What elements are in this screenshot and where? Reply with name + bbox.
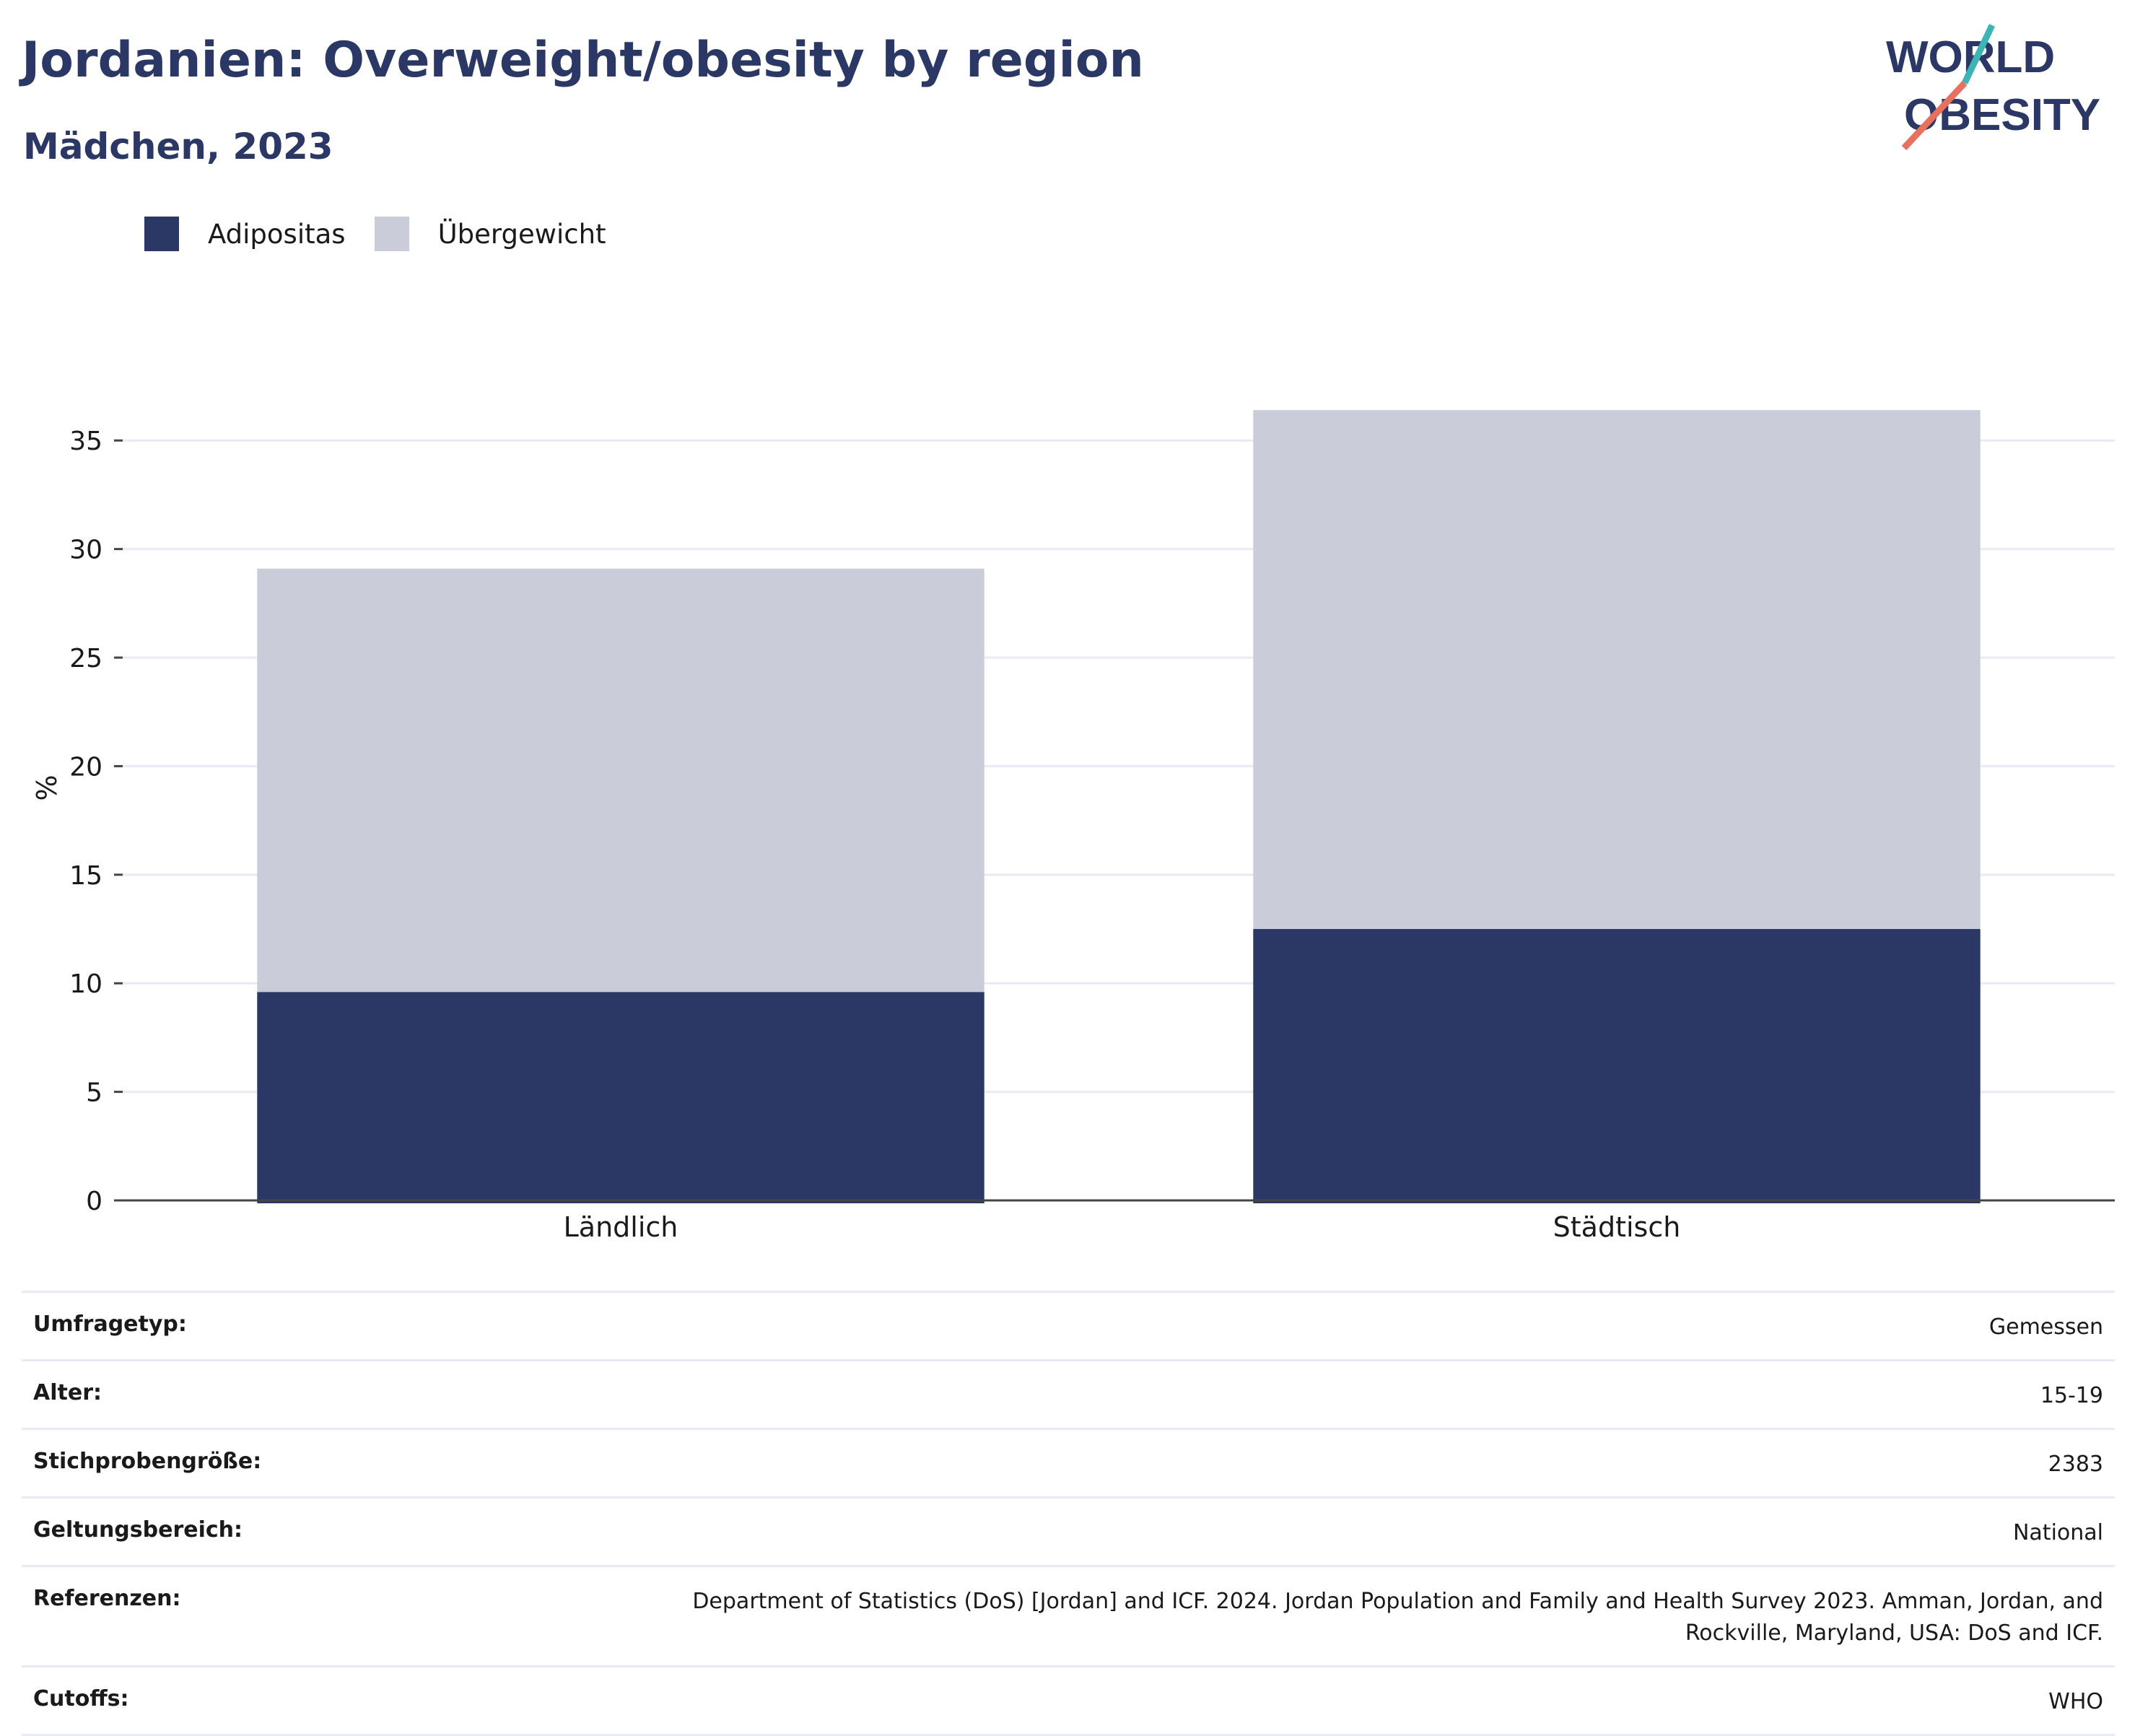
legend-label-obesity: Adipositas — [208, 218, 346, 250]
y-tick-label: 25 — [69, 644, 102, 673]
legend-swatch-obesity — [144, 217, 179, 251]
meta-label: Stichprobengröße: — [33, 1449, 262, 1474]
y-tick-label: 20 — [69, 752, 102, 782]
legend-label-overweight: Übergewicht — [437, 218, 606, 250]
logo-slash-teal — [1961, 24, 1996, 84]
meta-label: Cutoffs: — [33, 1686, 129, 1711]
meta-label: Geltungsbereich: — [33, 1517, 243, 1543]
meta-row-age: Alter: 15-19 — [22, 1359, 2115, 1428]
meta-label: Umfragetyp: — [33, 1312, 187, 1337]
meta-row-sample-size: Stichprobengröße: 2383 — [22, 1428, 2115, 1496]
meta-row-scope: Geltungsbereich: National — [22, 1496, 2115, 1565]
legend-item-overweight[interactable]: Übergewicht — [374, 217, 606, 251]
world-obesity-logo: WORLD OBESITY — [1886, 24, 2100, 151]
meta-value: National — [2012, 1520, 2103, 1545]
metadata-table: Umfragetyp: Gemessen Alter: 15-19 Stichp… — [22, 1291, 2115, 1736]
bar-overweight — [1253, 410, 1981, 930]
y-tick-label: 10 — [69, 969, 102, 999]
y-tick-label: 5 — [86, 1078, 102, 1108]
legend: Adipositas Übergewicht — [144, 215, 635, 253]
meta-value: WHO — [2048, 1689, 2103, 1714]
meta-label: Referenzen: — [33, 1586, 181, 1611]
bar-chart: 0 5 10 15 20 25 30 35% Ländlich Städtisch — [31, 410, 2115, 1243]
x-tick-label: Städtisch — [1553, 1211, 1681, 1243]
bar-obesity — [1253, 929, 1981, 1203]
meta-row-survey-type: Umfragetyp: Gemessen — [22, 1291, 2115, 1359]
bar-obesity — [257, 992, 984, 1203]
legend-swatch-overweight — [374, 217, 409, 251]
meta-value: 15-19 — [2040, 1383, 2103, 1408]
y-tick-label: 15 — [69, 861, 102, 891]
y-tick-label: 0 — [86, 1187, 102, 1216]
legend-item-obesity[interactable]: Adipositas — [144, 217, 346, 251]
meta-value: 2383 — [2048, 1452, 2103, 1477]
meta-value: Gemessen — [1988, 1314, 2103, 1340]
logo-slash-coral — [1901, 80, 1968, 151]
x-tick-label: Ländlich — [564, 1211, 678, 1243]
chart-subtitle: Mädchen, 2023 — [23, 126, 333, 167]
meta-row-cutoffs: Cutoffs: WHO — [22, 1665, 2115, 1736]
y-axis-label: % — [31, 775, 63, 801]
chart-title: Jordanien: Overweight/obesity by region — [22, 32, 1144, 89]
y-tick-label: 35 — [69, 427, 102, 456]
bar-overweight — [257, 568, 984, 993]
meta-row-references: Referenzen: Department of Statistics (Do… — [22, 1565, 2115, 1665]
meta-label: Alter: — [33, 1380, 102, 1405]
y-tick-label: 30 — [69, 536, 102, 565]
meta-value: Department of Statistics (DoS) [Jordan] … — [692, 1589, 2103, 1646]
